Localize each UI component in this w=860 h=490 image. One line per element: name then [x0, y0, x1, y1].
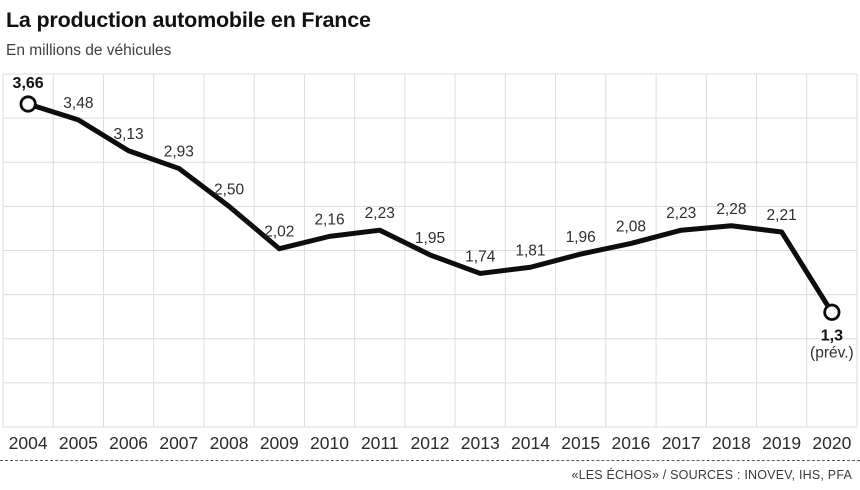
- source-divider: [0, 460, 860, 461]
- value-label: 2,08: [616, 218, 646, 235]
- value-label: 3,13: [114, 126, 144, 143]
- x-axis-label: 2014: [511, 433, 550, 453]
- value-label: 1,81: [515, 242, 545, 259]
- value-label: 2,93: [164, 143, 194, 160]
- x-axis-label: 2011: [361, 433, 399, 453]
- value-label: 3,48: [63, 95, 93, 112]
- value-label: 2,28: [716, 201, 746, 218]
- value-label: 2,16: [314, 211, 344, 228]
- data-point-marker-last: [823, 303, 841, 321]
- x-axis-label: 2004: [9, 433, 48, 453]
- value-label-last-note: (prév.): [810, 344, 854, 361]
- x-axis-label: 2010: [310, 433, 349, 453]
- chart-title: La production automobile en France: [6, 8, 371, 32]
- value-label-last: 1,3: [821, 327, 843, 344]
- x-axis-label: 2016: [611, 433, 650, 453]
- x-axis-label: 2015: [561, 433, 600, 453]
- source-credit: «LES ÉCHOS» / SOURCES : INOVEV, IHS, PFA: [571, 468, 852, 482]
- x-axis-label: 2017: [662, 433, 701, 453]
- x-axis-label: 2012: [411, 433, 450, 453]
- x-axis-label: 2013: [461, 433, 500, 453]
- x-axis-label: 2008: [210, 433, 249, 453]
- value-label: 1,74: [465, 248, 496, 265]
- chart-subtitle: En millions de véhicules: [6, 42, 172, 59]
- value-label: 2,23: [365, 205, 395, 222]
- x-axis-label: 2007: [159, 433, 198, 453]
- production-line-chart: 3,66 3,48 3,13 2,93 2,50 2,02 2,16 2,23 1,95 1,74…: [2, 73, 858, 453]
- value-label-first: 3,66: [13, 75, 44, 92]
- x-axis-label: 2020: [812, 433, 851, 453]
- x-axis-label: 2006: [109, 433, 148, 453]
- x-axis-label: 2019: [762, 433, 801, 453]
- value-label: 2,23: [666, 205, 696, 222]
- x-axis-label: 2005: [59, 433, 98, 453]
- x-axis-label: 2018: [712, 433, 751, 453]
- series-line: [25, 101, 835, 315]
- value-label: 2,21: [767, 207, 797, 224]
- value-label: 1,96: [566, 229, 596, 246]
- value-label: 2,02: [264, 224, 294, 241]
- x-axis-label: 2009: [260, 433, 299, 453]
- value-label: 2,50: [214, 181, 245, 198]
- data-point-marker-first: [19, 95, 37, 113]
- value-label: 1,95: [415, 230, 445, 247]
